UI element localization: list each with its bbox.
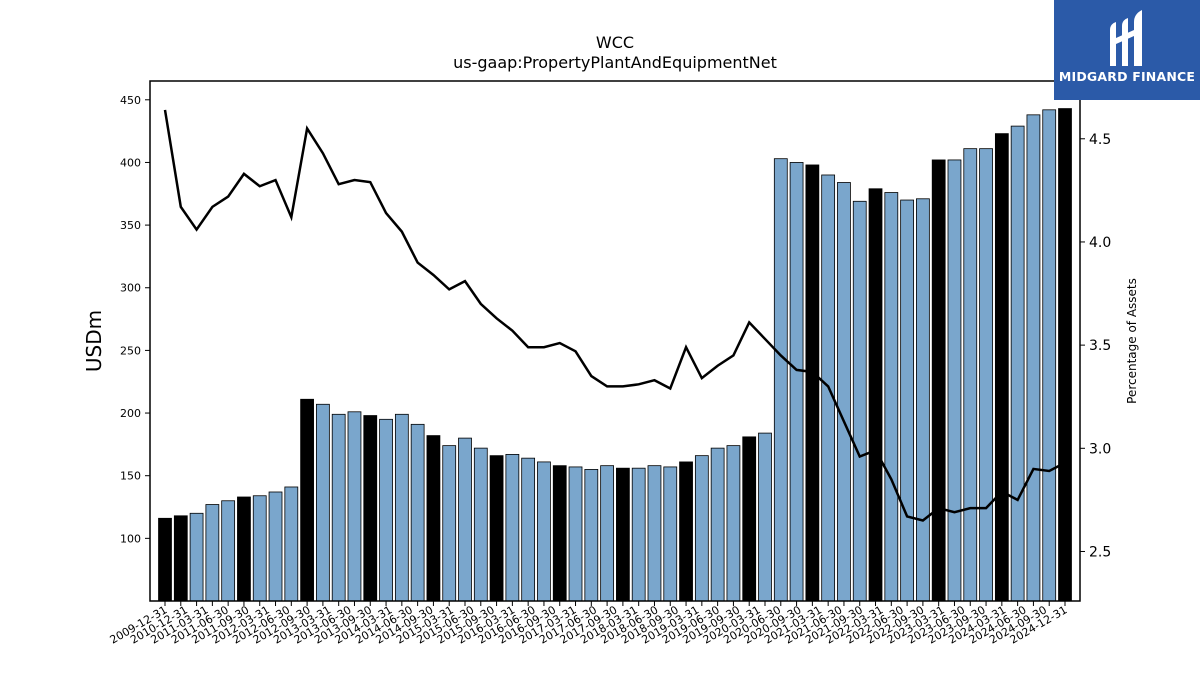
bar bbox=[663, 466, 678, 602]
y-tick-label: 250 bbox=[120, 344, 141, 357]
bar bbox=[568, 466, 583, 602]
bar bbox=[900, 199, 914, 602]
y-ticks-left: 100 150 200 250 300 350 400 450 bbox=[120, 94, 150, 545]
bar bbox=[552, 465, 567, 602]
logo-text: MIDGARD FINANCE bbox=[1058, 69, 1196, 84]
bar bbox=[1042, 109, 1057, 602]
bar bbox=[679, 461, 693, 602]
bar bbox=[158, 517, 172, 602]
bar bbox=[489, 455, 504, 602]
bar bbox=[473, 447, 488, 602]
bar bbox=[837, 182, 851, 602]
y2-tick-label: 2.5 bbox=[1089, 544, 1111, 560]
y-tick-label: 350 bbox=[120, 219, 141, 232]
y-tick-label: 100 bbox=[120, 532, 141, 545]
bar bbox=[742, 436, 757, 602]
chart-title: WCC bbox=[596, 33, 634, 52]
bar bbox=[947, 159, 962, 602]
bar bbox=[1010, 125, 1025, 602]
bar bbox=[963, 148, 978, 602]
bar bbox=[852, 200, 867, 602]
bar bbox=[410, 423, 425, 602]
bar bbox=[379, 418, 393, 602]
bar bbox=[1058, 108, 1072, 602]
bar bbox=[394, 413, 409, 602]
bar bbox=[916, 198, 930, 602]
bar bbox=[268, 491, 283, 602]
bar bbox=[773, 158, 788, 602]
bar bbox=[1026, 114, 1041, 602]
bar bbox=[300, 398, 314, 602]
bar bbox=[600, 465, 614, 602]
y-tick-label: 150 bbox=[120, 470, 141, 483]
bar bbox=[189, 512, 204, 602]
logo-mark-icon bbox=[1110, 10, 1142, 66]
percentage-line bbox=[163, 109, 1066, 522]
bar bbox=[931, 159, 946, 602]
bar bbox=[221, 500, 236, 602]
bar bbox=[584, 469, 599, 602]
plot-frame bbox=[149, 80, 1081, 602]
y-tick-label: 400 bbox=[120, 156, 141, 169]
bar bbox=[363, 415, 378, 602]
y2-tick-label: 3.5 bbox=[1089, 338, 1111, 354]
bar bbox=[173, 515, 188, 602]
bar bbox=[789, 162, 804, 602]
bar bbox=[805, 164, 820, 602]
bar bbox=[284, 486, 299, 602]
bar bbox=[758, 432, 772, 602]
bar bbox=[505, 453, 520, 602]
bar bbox=[868, 188, 883, 602]
y-tick-label: 300 bbox=[120, 282, 141, 295]
bar bbox=[726, 445, 741, 602]
bar bbox=[442, 445, 457, 602]
bars bbox=[158, 108, 1072, 602]
bar bbox=[694, 455, 709, 602]
y-axis-label-left: USDm bbox=[82, 310, 106, 372]
bar bbox=[616, 467, 630, 602]
y2-tick-label: 3.0 bbox=[1089, 441, 1111, 457]
y-tick-label: 200 bbox=[120, 407, 141, 420]
y-ticks-right: 2.5 3.0 3.5 4.0 4.5 bbox=[1080, 132, 1111, 560]
bar bbox=[537, 461, 551, 602]
bar bbox=[347, 411, 362, 602]
bar bbox=[205, 504, 220, 602]
chart-subtitle: us-gaap:PropertyPlantAndEquipmentNet bbox=[453, 53, 777, 72]
bar bbox=[631, 467, 646, 602]
y2-tick-label: 4.0 bbox=[1089, 235, 1111, 251]
x-ticks: 2009-12-312010-12-312011-03-312011-06-30… bbox=[108, 601, 1070, 647]
y-tick-label: 450 bbox=[120, 94, 141, 107]
bar bbox=[521, 457, 536, 602]
bar bbox=[426, 435, 441, 602]
bar bbox=[331, 413, 346, 602]
bar bbox=[237, 496, 251, 602]
bar bbox=[994, 133, 1009, 602]
bar bbox=[316, 403, 330, 602]
y-axis-label-right: Percentage of Assets bbox=[1125, 278, 1139, 404]
bar bbox=[710, 447, 725, 602]
bar bbox=[458, 437, 472, 602]
bar bbox=[252, 495, 267, 602]
y2-tick-label: 4.5 bbox=[1089, 132, 1111, 148]
axes bbox=[149, 80, 1081, 602]
bar bbox=[647, 465, 662, 602]
bar bbox=[979, 148, 993, 602]
bar bbox=[884, 192, 899, 602]
midgard-finance-logo: MIDGARD FINANCE bbox=[1054, 0, 1200, 100]
